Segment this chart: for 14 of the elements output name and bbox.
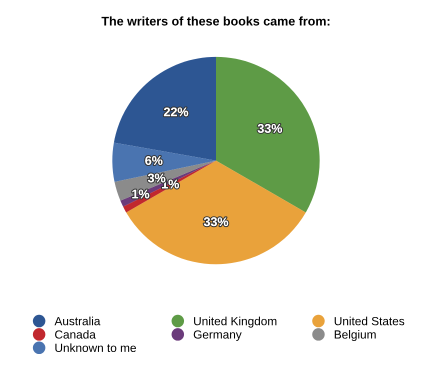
data-label: 33% <box>204 217 228 226</box>
pie-slice <box>216 56 320 212</box>
legend-label: Canada <box>55 330 96 339</box>
legend-label: Belgium <box>334 330 376 342</box>
legend-label: Australia <box>54 316 100 326</box>
data-label: 22% <box>164 107 188 116</box>
legend-label: United States <box>334 316 404 326</box>
chart-title: The writers of these books came from: <box>102 16 330 26</box>
legend-label: Germany <box>194 330 242 342</box>
data-label: 33% <box>258 124 282 133</box>
data-label: 6% <box>145 156 163 165</box>
legend-label: Unknown to me <box>55 343 136 352</box>
legend-label: United Kingdom <box>194 316 276 328</box>
data-label: 1% <box>132 190 150 198</box>
